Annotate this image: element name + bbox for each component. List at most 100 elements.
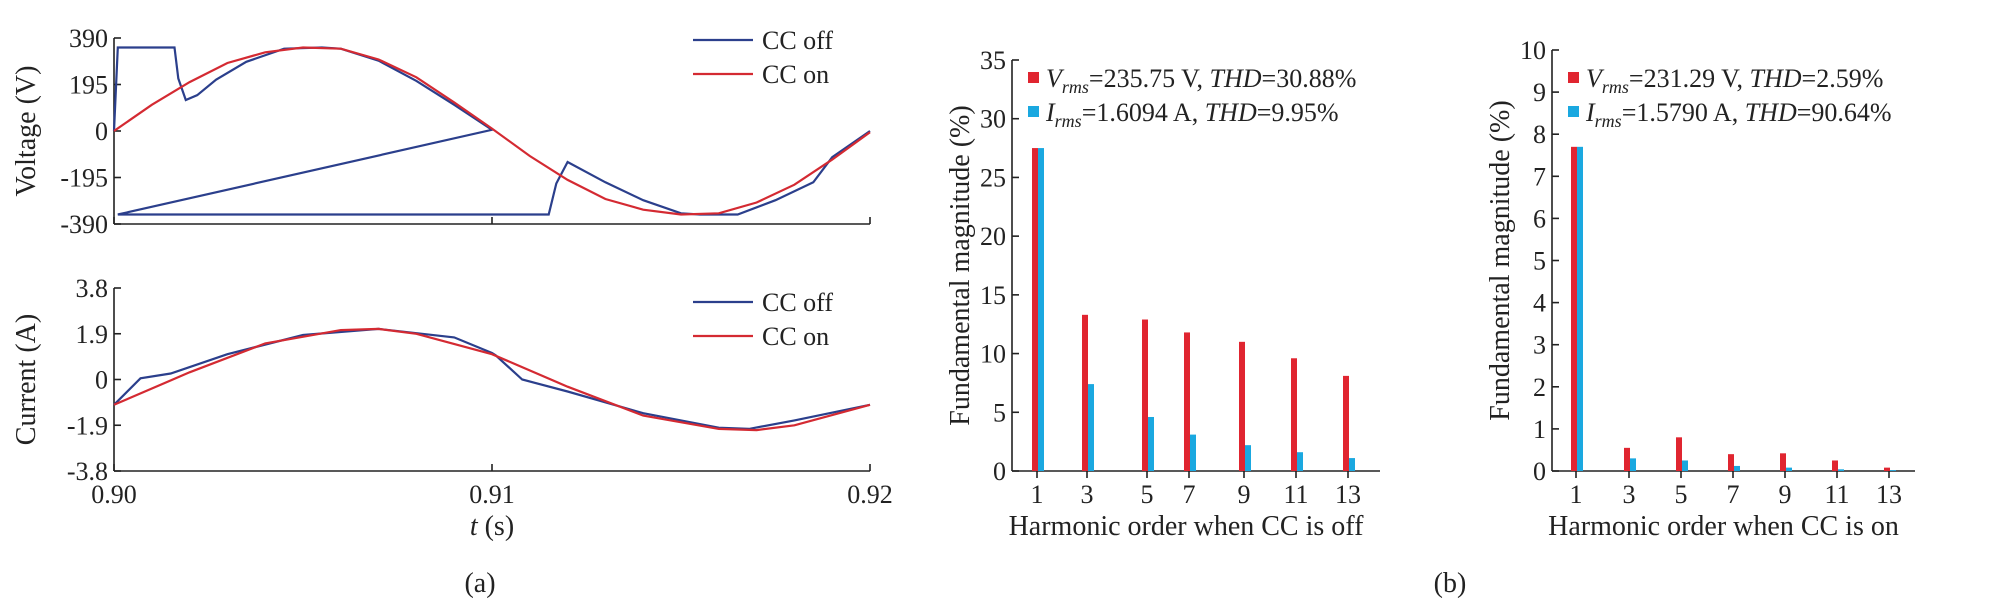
harmonics-off-bar-v-3 xyxy=(1082,314,1088,471)
harmonics-off-bar-i-5 xyxy=(1148,416,1154,471)
current-ytick-label: -3.8 xyxy=(67,457,108,486)
harmonics-on-xtick-label: 3 xyxy=(1623,480,1636,509)
voltage-ytick-label: -195 xyxy=(60,164,108,193)
current-xtick-label: 0.91 xyxy=(469,480,515,509)
harmonics-off-xtick-label: 3 xyxy=(1081,480,1094,509)
harmonics-off-ytick-label: 0 xyxy=(993,457,1006,486)
harmonics-on-legend-label: Irms=1.5790 A, THD=90.64% xyxy=(1585,98,1892,131)
current-plot: 3.8 1.9 0 -1.9 -3.80.90 0.91 0.92 t (s) Current … xyxy=(11,274,893,542)
current-x-axis-label: t (s) xyxy=(470,511,514,542)
harmonics-on-bar-i-7 xyxy=(1734,465,1740,471)
harmonics-on-bar-v-1 xyxy=(1571,146,1577,471)
harmonics-on-xtick-label: 1 xyxy=(1570,480,1583,509)
voltage-y-axis-label: Voltage (V) xyxy=(11,66,42,197)
harmonics-on-ytick-label: 10 xyxy=(1520,36,1546,65)
voltage-series-cc-off xyxy=(112,46,871,216)
harmonics-off-bar-i-1 xyxy=(1038,148,1044,472)
harmonics-on-xtick-label: 5 xyxy=(1675,480,1688,509)
harmonics-on-legend-swatch xyxy=(1568,106,1579,117)
harmonics-on-bar-v-11 xyxy=(1832,460,1838,471)
harmonics-on-ytick-label: 7 xyxy=(1533,162,1546,191)
harmonics-off-xtick-label: 7 xyxy=(1183,480,1196,509)
harmonics-on-bar-i-11 xyxy=(1838,469,1844,471)
harmonics-off-legend-swatch xyxy=(1028,106,1039,117)
harmonics-on-bar-v-9 xyxy=(1780,453,1786,471)
harmonics-off-legend-swatch xyxy=(1028,72,1039,83)
current-y-axis-label: Current (A) xyxy=(11,314,42,445)
harmonics-on-ytick-label: 8 xyxy=(1533,120,1546,149)
harmonics-on-ytick-label: 3 xyxy=(1533,331,1546,360)
voltage-series-cc-on xyxy=(113,46,871,216)
harmonics-off-ytick-label: 25 xyxy=(980,163,1006,192)
harmonics-on-xtick-label: 13 xyxy=(1876,480,1902,509)
harmonics-off-x-axis-label: Harmonic order when CC is off xyxy=(1009,511,1365,542)
caption-a: (a) xyxy=(464,568,495,599)
harmonics-on-ytick-label: 6 xyxy=(1533,204,1546,233)
harmonics-on-legend-swatch xyxy=(1568,72,1579,83)
current-xtick-label: 0.90 xyxy=(91,480,137,509)
harmonics-off-ytick-label: 35 xyxy=(980,46,1006,75)
harmonics-off-ytick-label: 5 xyxy=(993,398,1006,427)
harmonics-off-bar-v-5 xyxy=(1142,319,1148,471)
voltage-legend-label: CC off xyxy=(762,26,833,55)
harmonics-on-xtick-label: 9 xyxy=(1779,480,1792,509)
harmonics-off-ytick-label: 30 xyxy=(980,105,1006,134)
harmonics-off-bar-i-11 xyxy=(1297,452,1303,471)
harmonics-on-ytick-label: 9 xyxy=(1533,78,1546,107)
harmonics-on-bar-v-5 xyxy=(1676,437,1682,471)
current-ytick-label: 3.8 xyxy=(76,274,109,303)
harmonics-on-xtick-label: 7 xyxy=(1727,480,1740,509)
harmonics-off-bar-i-3 xyxy=(1088,384,1094,471)
harmonics-off-xtick-label: 1 xyxy=(1031,480,1044,509)
harmonics-on-bar-i-3 xyxy=(1630,458,1636,471)
harmonics-on-bar-i-1 xyxy=(1577,146,1583,471)
voltage-ytick-label: 0 xyxy=(95,117,108,146)
harmonics-off-bar-i-9 xyxy=(1245,445,1251,471)
harmonics-off-ytick-label: 15 xyxy=(980,281,1006,310)
harmonics-off-xtick-label: 9 xyxy=(1238,480,1251,509)
current-series-cc-off xyxy=(113,327,871,431)
harmonics-on-bar-i-13 xyxy=(1890,470,1896,471)
current-ytick-label: -1.9 xyxy=(67,411,108,440)
current-legend-label: CC on xyxy=(762,322,829,351)
harmonics-off-xtick-label: 13 xyxy=(1335,480,1361,509)
current-xtick-label: 0.92 xyxy=(847,480,893,509)
harmonics-on-ytick-label: 0 xyxy=(1533,457,1546,486)
harmonics-on-ytick-label: 1 xyxy=(1533,415,1546,444)
harmonics-on-bar-v-3 xyxy=(1624,447,1630,471)
harmonics-on-xtick-label: 11 xyxy=(1824,480,1849,509)
harmonics-off-bar-i-13 xyxy=(1349,458,1355,471)
harmonics-off-xtick-label: 5 xyxy=(1141,480,1154,509)
harmonics-off-xtick-label: 11 xyxy=(1283,480,1308,509)
harmonics-on-ytick-label: 4 xyxy=(1533,289,1546,318)
voltage-plot: 390 195 0 -195 -390 Voltage (V) CC off CC on xyxy=(11,24,871,239)
harmonics-on-bar-v-7 xyxy=(1728,454,1734,471)
current-ytick-label: 0 xyxy=(95,366,108,395)
harmonics-off-bar-i-7 xyxy=(1190,434,1196,471)
harmonics-on-bar-i-9 xyxy=(1786,467,1792,471)
harmonics-off-bar-v-13 xyxy=(1343,375,1349,471)
current-ytick-label: 1.9 xyxy=(76,320,109,349)
harmonics-off-bar-v-11 xyxy=(1291,358,1297,471)
current-legend-label: CC off xyxy=(762,288,833,317)
harmonics-on-bar-i-5 xyxy=(1682,460,1688,471)
caption-b: (b) xyxy=(1434,568,1467,599)
voltage-ytick-label: -390 xyxy=(60,210,108,239)
harmonics-off-ytick-label: 20 xyxy=(980,222,1006,251)
harmonics-off-y-axis-label: Fundamental magnitude (%) xyxy=(945,105,976,425)
harmonics-on-ytick-label: 5 xyxy=(1533,247,1546,276)
harmonics-on-bar-v-13 xyxy=(1884,467,1890,471)
harmonics-off-bar-v-9 xyxy=(1239,341,1245,471)
voltage-ytick-label: 195 xyxy=(69,71,108,100)
harmonics-off-legend-label: Vrms=235.75 V, THD=30.88% xyxy=(1046,64,1356,97)
harmonics-off-bar-v-7 xyxy=(1184,332,1190,471)
voltage-legend-label: CC on xyxy=(762,60,829,89)
current-series-cc-on xyxy=(113,327,871,432)
harmonics-on-legend-label: Vrms=231.29 V, THD=2.59% xyxy=(1586,64,1883,97)
harmonics-on-ytick-label: 2 xyxy=(1533,373,1546,402)
harmonics-on-x-axis-label: Harmonic order when CC is on xyxy=(1548,511,1899,542)
harmonics-off-ytick-label: 10 xyxy=(980,340,1006,369)
